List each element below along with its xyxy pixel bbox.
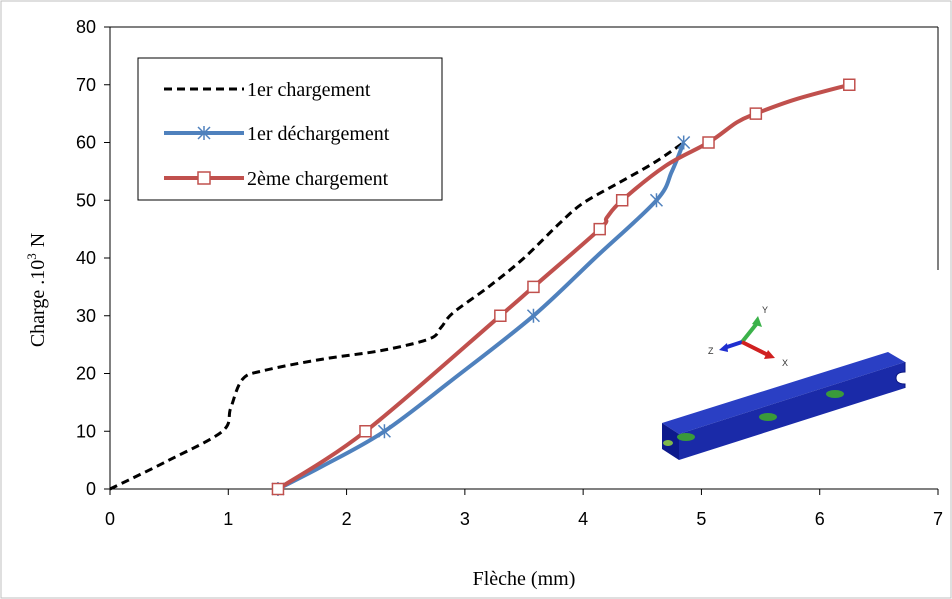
beam-contact-spot-4 <box>663 440 673 446</box>
triad-z-arrow <box>719 343 728 352</box>
point-2-me-chargement <box>749 107 763 120</box>
point-2-me-chargement <box>593 222 606 236</box>
beam-notch <box>895 362 906 388</box>
y-axis-title-main: Charge .10 <box>27 260 49 347</box>
series-layer <box>109 78 856 496</box>
y-tick-label: 70 <box>76 75 96 95</box>
point-1er-d-chargement <box>677 135 691 150</box>
triad-x-arrow <box>764 350 775 359</box>
triad-label-z: Z <box>708 346 714 356</box>
y-axis-title-unit: N <box>27 233 49 247</box>
inset-3d-model: Y Z X <box>607 270 939 485</box>
x-tick-label: 5 <box>696 509 706 529</box>
triad-y-arrow <box>752 316 762 327</box>
y-tick-label: 0 <box>86 479 96 499</box>
beam-model <box>662 352 906 460</box>
beam-contact-spot-1 <box>677 433 695 441</box>
point-2-me-chargement <box>702 136 715 149</box>
triad-x-axis <box>741 340 769 357</box>
y-tick-label: 80 <box>76 17 96 37</box>
point-2-me-chargement <box>359 425 372 438</box>
x-ticks: 0 1 2 3 4 5 6 7 <box>105 489 943 529</box>
beam-contact-spot-2 <box>759 413 777 421</box>
x-tick-label: 6 <box>815 509 825 529</box>
x-tick-label: 2 <box>342 509 352 529</box>
legend: 1er chargement 1er déchargement 2ème cha… <box>137 57 443 201</box>
y-ticks: 0 10 20 30 40 50 60 70 80 <box>76 17 110 499</box>
y-tick-label: 30 <box>76 306 96 326</box>
point-1er-d-chargement <box>526 308 540 323</box>
triad-label-y: Y <box>762 305 768 315</box>
x-tick-label: 3 <box>460 509 470 529</box>
legend-marker-2eme-chargement <box>197 171 211 185</box>
y-axis-title-sup: 3 <box>24 253 39 260</box>
x-axis-title: Flèche (mm) <box>473 568 576 590</box>
svg-text:Charge .103N: Charge .103 N <box>24 233 49 347</box>
point-2-me-chargement <box>527 280 540 294</box>
point-2-me-chargement <box>271 482 285 496</box>
triad-label-x: X <box>782 358 788 368</box>
point-1er-d-chargement <box>649 193 664 208</box>
axis-triad-icon: Y Z X <box>708 305 788 368</box>
y-tick-label: 60 <box>76 133 96 153</box>
x-tick-label: 7 <box>933 509 943 529</box>
x-tick-label: 4 <box>578 509 588 529</box>
point-2-me-chargement <box>615 194 629 207</box>
y-tick-label: 40 <box>76 248 96 268</box>
y-tick-label: 20 <box>76 364 96 384</box>
beam-side-face <box>679 362 905 460</box>
beam-contact-spot-3 <box>826 390 844 398</box>
y-axis-title: Charge .103 N <box>24 233 49 347</box>
plot-area: 0 1 2 3 4 5 6 7 0 10 20 30 40 50 60 70 80 <box>76 17 943 529</box>
legend-label-1er-chargement: 1er chargement <box>247 79 371 101</box>
legend-label-2eme-chargement: 2ème chargement <box>247 168 389 190</box>
legend-marker-1er-dechargement <box>197 126 211 140</box>
y-tick-label: 50 <box>76 190 96 210</box>
beam-top-face <box>662 352 905 434</box>
triad-y-axis <box>740 320 760 344</box>
x-tick-label: 0 <box>105 509 115 529</box>
point-2-me-chargement <box>843 78 856 91</box>
point-1er-d-chargement <box>377 424 391 439</box>
x-tick-label: 1 <box>223 509 233 529</box>
point-2-me-chargement <box>494 309 507 322</box>
y-tick-label: 10 <box>76 421 96 441</box>
legend-label-1er-dechargement: 1er déchargement <box>247 123 390 145</box>
series-line-1er-chargement <box>109 141 685 491</box>
